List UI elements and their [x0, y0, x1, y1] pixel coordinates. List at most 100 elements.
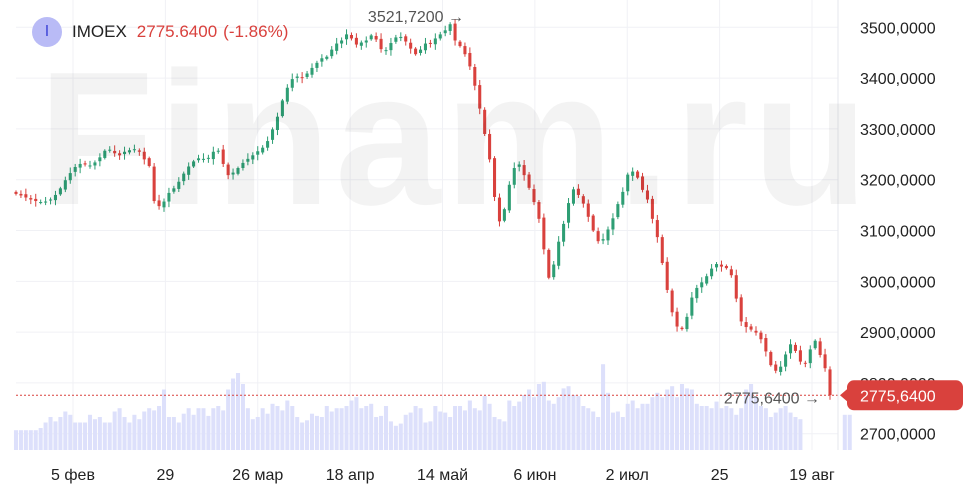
volume-bar — [571, 395, 576, 450]
candle — [280, 100, 284, 117]
volume-bar — [374, 417, 379, 450]
volume-bar — [300, 422, 305, 450]
candle — [379, 38, 383, 50]
volume-bar — [275, 406, 280, 450]
volume-bar — [166, 417, 171, 450]
volume-bar — [324, 406, 329, 450]
candle — [123, 151, 127, 155]
volume-bar — [23, 430, 28, 450]
candle — [394, 37, 398, 42]
candle — [414, 48, 418, 55]
volume-bar — [329, 411, 334, 450]
volume-bar — [428, 421, 433, 450]
volume-bar — [758, 406, 763, 450]
symbol-name: IMOEX — [72, 22, 127, 41]
volume-bar — [255, 417, 260, 450]
volume-bar — [719, 408, 724, 450]
candle — [448, 24, 452, 31]
y-tick-label: 3200,0000 — [860, 173, 936, 190]
volume-bar — [581, 406, 586, 450]
volume-bar — [566, 386, 571, 450]
candle — [83, 163, 87, 165]
volume-bar — [403, 414, 408, 450]
candle — [567, 203, 571, 223]
volume-bar — [694, 403, 699, 450]
volume-bar — [107, 422, 112, 450]
volume-bar — [650, 397, 655, 450]
candle — [19, 193, 23, 196]
volume-bar — [216, 406, 221, 450]
candle — [754, 330, 758, 333]
volume-bar — [245, 408, 250, 450]
volume-bar — [171, 417, 176, 450]
candle — [389, 43, 393, 51]
candle — [44, 201, 48, 203]
volume-bar — [191, 414, 196, 450]
volume-bar — [561, 388, 566, 450]
candle — [68, 173, 72, 181]
candle — [103, 150, 107, 158]
volume-bar — [512, 406, 517, 450]
candle — [621, 191, 625, 205]
candle — [226, 164, 230, 176]
candle — [271, 129, 275, 140]
candle — [187, 166, 191, 175]
candle — [236, 168, 240, 174]
candle — [655, 220, 659, 238]
volume-bar — [349, 400, 354, 450]
y-tick-label: 2900,0000 — [860, 325, 936, 342]
x-tick-label: 5 фев — [51, 467, 95, 484]
candle — [616, 204, 620, 218]
candle — [522, 165, 526, 176]
volume-bar — [462, 410, 467, 450]
volume-bar — [645, 403, 650, 450]
volume-bar — [536, 384, 541, 450]
volume-bar — [689, 389, 694, 450]
candle — [641, 176, 645, 190]
volume-bar — [334, 408, 339, 450]
volume-bar — [418, 408, 423, 450]
y-tick-label: 3300,0000 — [860, 122, 936, 139]
volume-bar — [305, 420, 310, 450]
candle — [113, 150, 117, 154]
candle — [349, 34, 353, 39]
volume-bar — [497, 419, 502, 450]
candle — [399, 36, 403, 39]
volume-bar — [433, 406, 438, 450]
candle — [547, 249, 551, 278]
volume-bar — [665, 389, 670, 450]
volume-bar — [260, 408, 265, 450]
candle — [266, 141, 270, 148]
y-tick-label: 3500,0000 — [860, 20, 936, 37]
candle — [152, 166, 156, 202]
volume-bar — [714, 401, 719, 450]
candle — [404, 36, 408, 42]
candle — [364, 40, 368, 43]
volume-bar — [778, 408, 783, 450]
x-tick-label: 18 апр — [326, 467, 375, 484]
candle — [374, 36, 378, 40]
candle — [49, 199, 53, 201]
candle — [774, 364, 778, 371]
y-tick-label: 2700,0000 — [860, 427, 936, 444]
volume-bar — [364, 406, 369, 450]
volume-bar — [773, 412, 778, 450]
volume-bar — [522, 395, 527, 450]
candle — [177, 181, 181, 189]
volume-bar — [675, 397, 680, 450]
volume-bar — [122, 417, 127, 450]
candle — [507, 184, 511, 211]
ticker-header[interactable]: I IMOEX 2775.6400 (-1.86%) — [32, 16, 288, 48]
candle — [734, 275, 738, 299]
candle — [197, 158, 201, 161]
candle — [409, 42, 413, 49]
candle — [784, 354, 788, 367]
volume-bar — [487, 403, 492, 450]
candle — [93, 162, 97, 166]
candle — [557, 241, 561, 266]
candle — [369, 35, 373, 40]
candle — [162, 201, 166, 208]
volume-bar — [507, 400, 512, 450]
x-tick-label: 26 мар — [232, 467, 283, 484]
